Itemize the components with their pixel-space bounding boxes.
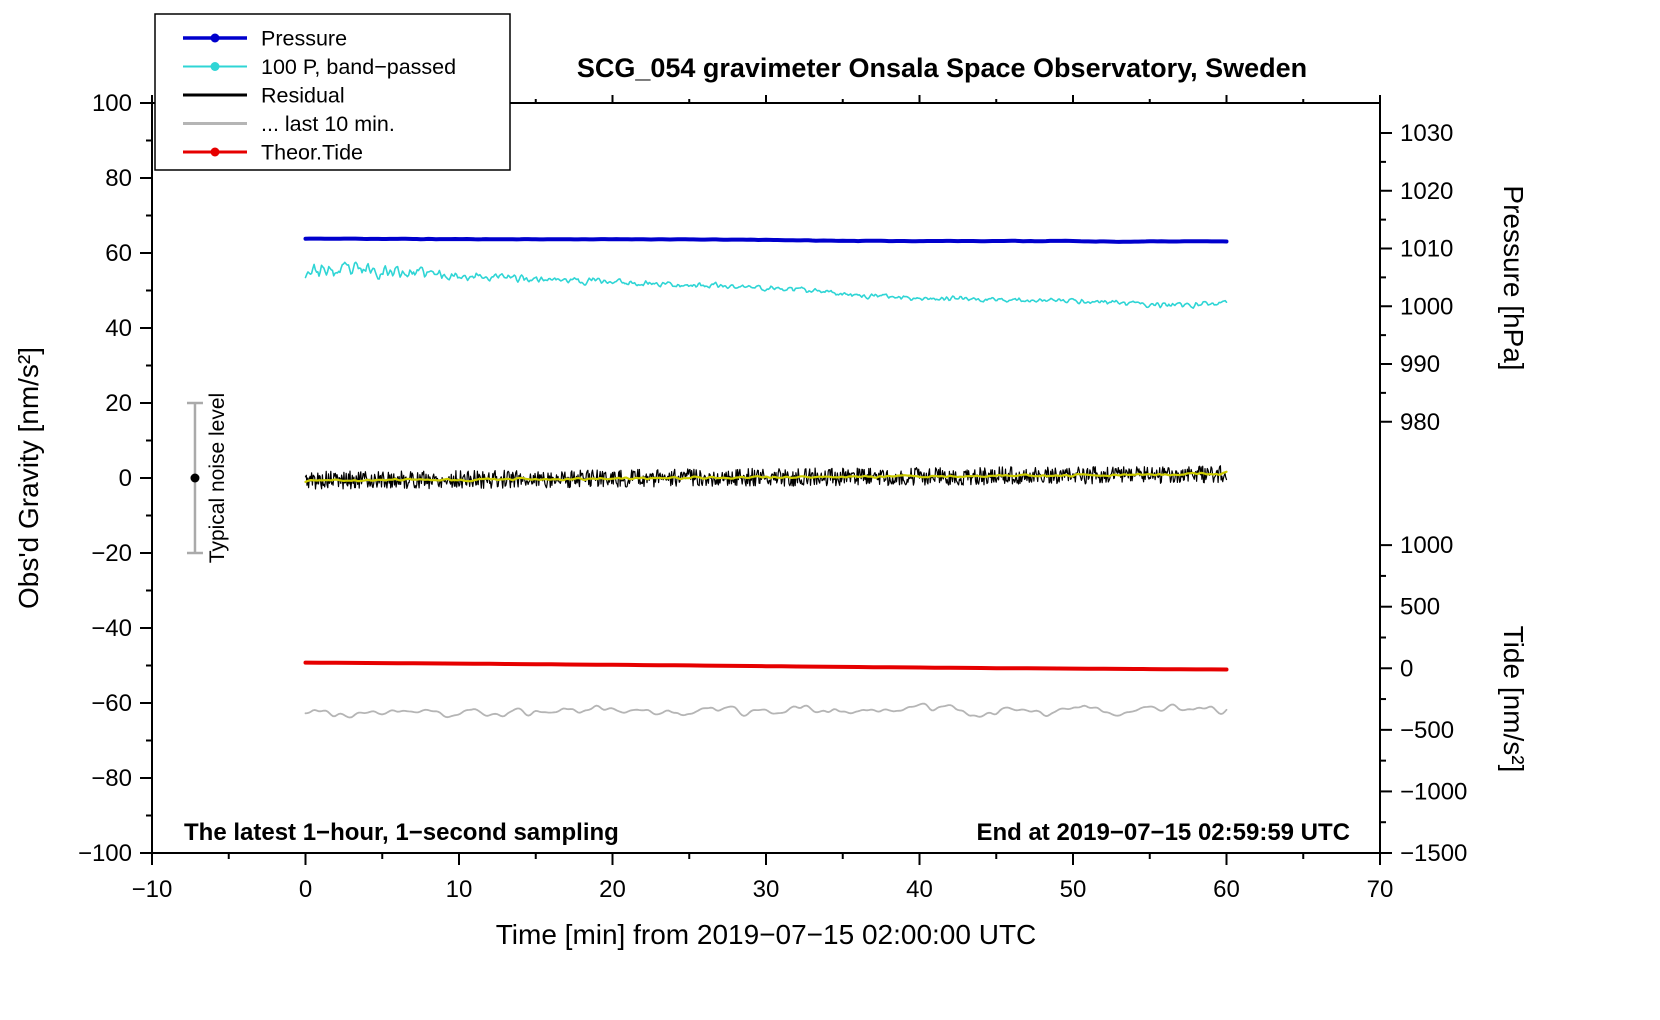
- noise-level-indicator: Typical noise level: [186, 393, 229, 563]
- tide-tick-label: −1000: [1400, 778, 1467, 805]
- y-left-tick-label: 40: [105, 315, 132, 342]
- legend: Pressure 100 P, band−passed Residual ... la…: [154, 13, 511, 171]
- legend-item-label: 100 P, band−passed: [261, 55, 456, 79]
- chart-title: SCG_054 gravimeter Onsala Space Observat…: [577, 53, 1307, 83]
- noise-errorbar-dot: [190, 473, 200, 483]
- y-left-tick-label: 60: [105, 240, 132, 267]
- y-left-tick-label: 0: [119, 465, 132, 492]
- legend-marker-dot: [210, 33, 220, 43]
- annotation-sampling: The latest 1−hour, 1−second sampling: [184, 819, 619, 846]
- y-axis-label-gravity: Obs'd Gravity [nm/s²]: [13, 347, 44, 609]
- x-tick-label: 20: [599, 876, 626, 903]
- legend-item-label: Theor.Tide: [261, 141, 363, 165]
- tide-tick-label: 0: [1400, 655, 1413, 682]
- pressure-tick-label: 1000: [1400, 293, 1453, 320]
- pressure-tick-label: 990: [1400, 351, 1440, 378]
- y-left-tick-label: −40: [91, 615, 132, 642]
- y-left-tick-label: 80: [105, 165, 132, 192]
- series-bandpassed-line: [304, 261, 1228, 309]
- x-tick-label: 10: [446, 876, 473, 903]
- tide-tick-label: −1500: [1400, 840, 1467, 867]
- x-tick-label: 40: [906, 876, 933, 903]
- x-axis-label: Time [min] from 2019−07−15 02:00:00 UTC: [496, 919, 1037, 950]
- series-theor-tide-line: [303, 660, 1229, 672]
- pressure-tick-label: 1010: [1400, 236, 1453, 263]
- y-left-tick-label: 20: [105, 390, 132, 417]
- legend-item-theor-tide: Theor.Tide: [183, 141, 363, 165]
- legend-marker-dot: [210, 62, 220, 71]
- legend-item-label: Pressure: [261, 27, 347, 51]
- legend-item-label: ... last 10 min.: [261, 112, 395, 136]
- tide-tick-label: −500: [1400, 717, 1454, 744]
- tide-tick-label: 1000: [1400, 532, 1453, 559]
- legend-item-label: Residual: [261, 84, 345, 108]
- pressure-tick-label: 1030: [1400, 120, 1453, 147]
- x-tick-label: −10: [132, 876, 173, 903]
- y-left-tick-label: −20: [91, 540, 132, 567]
- legend-item-residual: Residual: [183, 84, 345, 108]
- x-tick-label: 70: [1367, 876, 1394, 903]
- pressure-tick-label: 1020: [1400, 178, 1453, 205]
- legend-item-pressure: Pressure: [183, 27, 347, 51]
- y-left-tick-label: −80: [91, 765, 132, 792]
- y-left-tick-label: −60: [91, 690, 132, 717]
- series-last10min-line: [304, 702, 1228, 719]
- y-left-tick-label: 100: [92, 90, 132, 117]
- y-axis-label-pressure: Pressure [hPa]: [1498, 185, 1529, 370]
- y-axis-label-tide: Tide [nm/s²]: [1498, 626, 1529, 773]
- tide-tick-label: 500: [1400, 594, 1440, 621]
- legend-marker-dot: [210, 147, 220, 157]
- legend-item-100-p-band-passed: 100 P, band−passed: [183, 55, 456, 79]
- series-pressure-line: [303, 236, 1229, 244]
- x-tick-label: 50: [1060, 876, 1087, 903]
- series-residual-smoothed-line: [304, 470, 1228, 483]
- noise-level-label: Typical noise level: [206, 393, 229, 563]
- pressure-tick-label: 980: [1400, 409, 1440, 436]
- x-tick-label: 60: [1213, 876, 1240, 903]
- annotation-end-time: End at 2019−07−15 02:59:59 UTC: [976, 819, 1350, 846]
- x-tick-label: 0: [299, 876, 312, 903]
- series: [303, 236, 1229, 719]
- y-left-tick-label: −100: [78, 840, 132, 867]
- legend-item-last-10-min: ... last 10 min.: [183, 112, 395, 136]
- x-tick-label: 30: [753, 876, 780, 903]
